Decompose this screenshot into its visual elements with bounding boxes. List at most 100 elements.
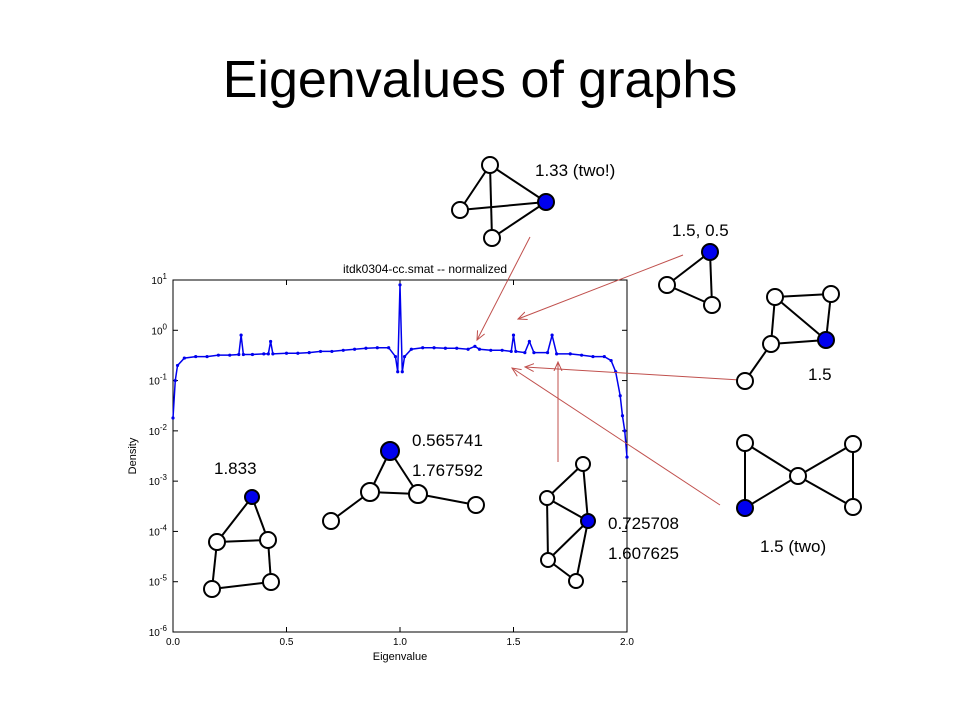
point	[171, 416, 175, 420]
point	[205, 354, 209, 359]
point	[216, 353, 220, 357]
point	[396, 370, 400, 374]
point	[500, 348, 504, 352]
y-tick-label: 10-6	[149, 624, 168, 639]
point	[532, 350, 536, 355]
plot-frame	[172, 279, 628, 633]
graph-c	[736, 285, 840, 390]
point	[514, 349, 518, 354]
point	[237, 352, 241, 357]
arrow	[477, 236, 531, 340]
point	[173, 378, 177, 383]
y-tick-label: 10-1	[149, 373, 168, 388]
y-tick-label: 10-2	[149, 423, 168, 438]
arrow	[518, 254, 684, 319]
graph-d	[736, 434, 862, 517]
plot: 10-6 10-5 10-4 10-3 10-2 10-1 100 101 0.0 0.5 1.0 1…	[149, 272, 635, 648]
point	[262, 352, 266, 356]
x-tick-label: 0.0	[166, 637, 180, 648]
point	[580, 353, 584, 357]
annotation: 1.5	[808, 365, 832, 384]
point	[623, 429, 627, 433]
annotation: 0.725708	[608, 514, 679, 533]
point	[591, 354, 595, 359]
point	[228, 353, 232, 357]
x-axis-label: Eigenvalue	[373, 651, 427, 663]
point	[271, 352, 275, 356]
y-tick-label: 10-4	[149, 523, 168, 538]
point	[473, 344, 477, 348]
annotation: 0.565741	[412, 431, 483, 450]
point	[568, 352, 572, 356]
graph-f	[322, 441, 485, 530]
annotation: 1.5 (two)	[760, 537, 826, 556]
point	[284, 351, 289, 355]
point	[609, 358, 613, 363]
arrows	[477, 236, 741, 506]
point	[250, 352, 255, 357]
x-tick-label: 1.0	[393, 637, 407, 648]
annotation: 1.607625	[608, 544, 679, 563]
point	[477, 347, 482, 351]
point	[241, 352, 245, 357]
annotation: 1.5, 0.5	[672, 221, 729, 240]
y-axis-label: Density	[127, 437, 139, 474]
point	[509, 349, 513, 354]
point	[239, 333, 243, 337]
point	[387, 346, 391, 350]
x-tick-label: 2.0	[620, 637, 634, 648]
annotation: 1.33 (two!)	[535, 161, 615, 180]
point	[409, 347, 413, 351]
graph-b	[658, 243, 721, 314]
point	[375, 346, 379, 350]
point	[318, 349, 323, 354]
annotation: 1.833	[214, 459, 257, 478]
point	[555, 352, 559, 356]
point	[620, 414, 625, 418]
point	[489, 348, 493, 352]
point	[550, 333, 554, 337]
graph-a	[451, 156, 555, 247]
point	[296, 351, 300, 355]
point	[398, 283, 402, 287]
point	[511, 333, 516, 337]
point	[527, 339, 531, 344]
x-tick-label: 1.5	[507, 637, 521, 648]
point	[393, 354, 398, 359]
point	[266, 352, 270, 356]
point	[307, 350, 311, 355]
point	[618, 394, 622, 398]
slide-title: Eigenvalues of graphs	[223, 51, 738, 109]
point	[364, 346, 368, 350]
point	[421, 346, 425, 350]
x-tick-label: 0.5	[280, 637, 294, 648]
annotation: 1.767592	[412, 461, 483, 480]
point	[455, 346, 459, 350]
point	[625, 455, 629, 459]
point	[194, 354, 198, 359]
point	[523, 350, 527, 355]
y-tick-label: 100	[151, 322, 167, 337]
point	[269, 339, 273, 344]
chart-title: itdk0304-cc.smat -- normalized	[343, 262, 507, 276]
graph-e	[203, 489, 280, 598]
point	[432, 346, 436, 350]
point	[330, 349, 334, 354]
point	[400, 370, 404, 374]
point	[175, 363, 180, 368]
y-tick-label: 10-5	[149, 574, 168, 589]
arrow	[525, 367, 741, 381]
arrow	[512, 368, 721, 506]
point	[353, 347, 357, 351]
graph-g	[539, 456, 596, 589]
point	[182, 356, 186, 360]
y-tick-label: 10-3	[149, 473, 168, 488]
point	[341, 348, 345, 352]
point	[602, 354, 606, 359]
point	[443, 346, 447, 350]
point	[466, 347, 470, 351]
point	[545, 350, 550, 355]
point	[402, 354, 407, 359]
y-tick-label: 101	[151, 272, 167, 287]
